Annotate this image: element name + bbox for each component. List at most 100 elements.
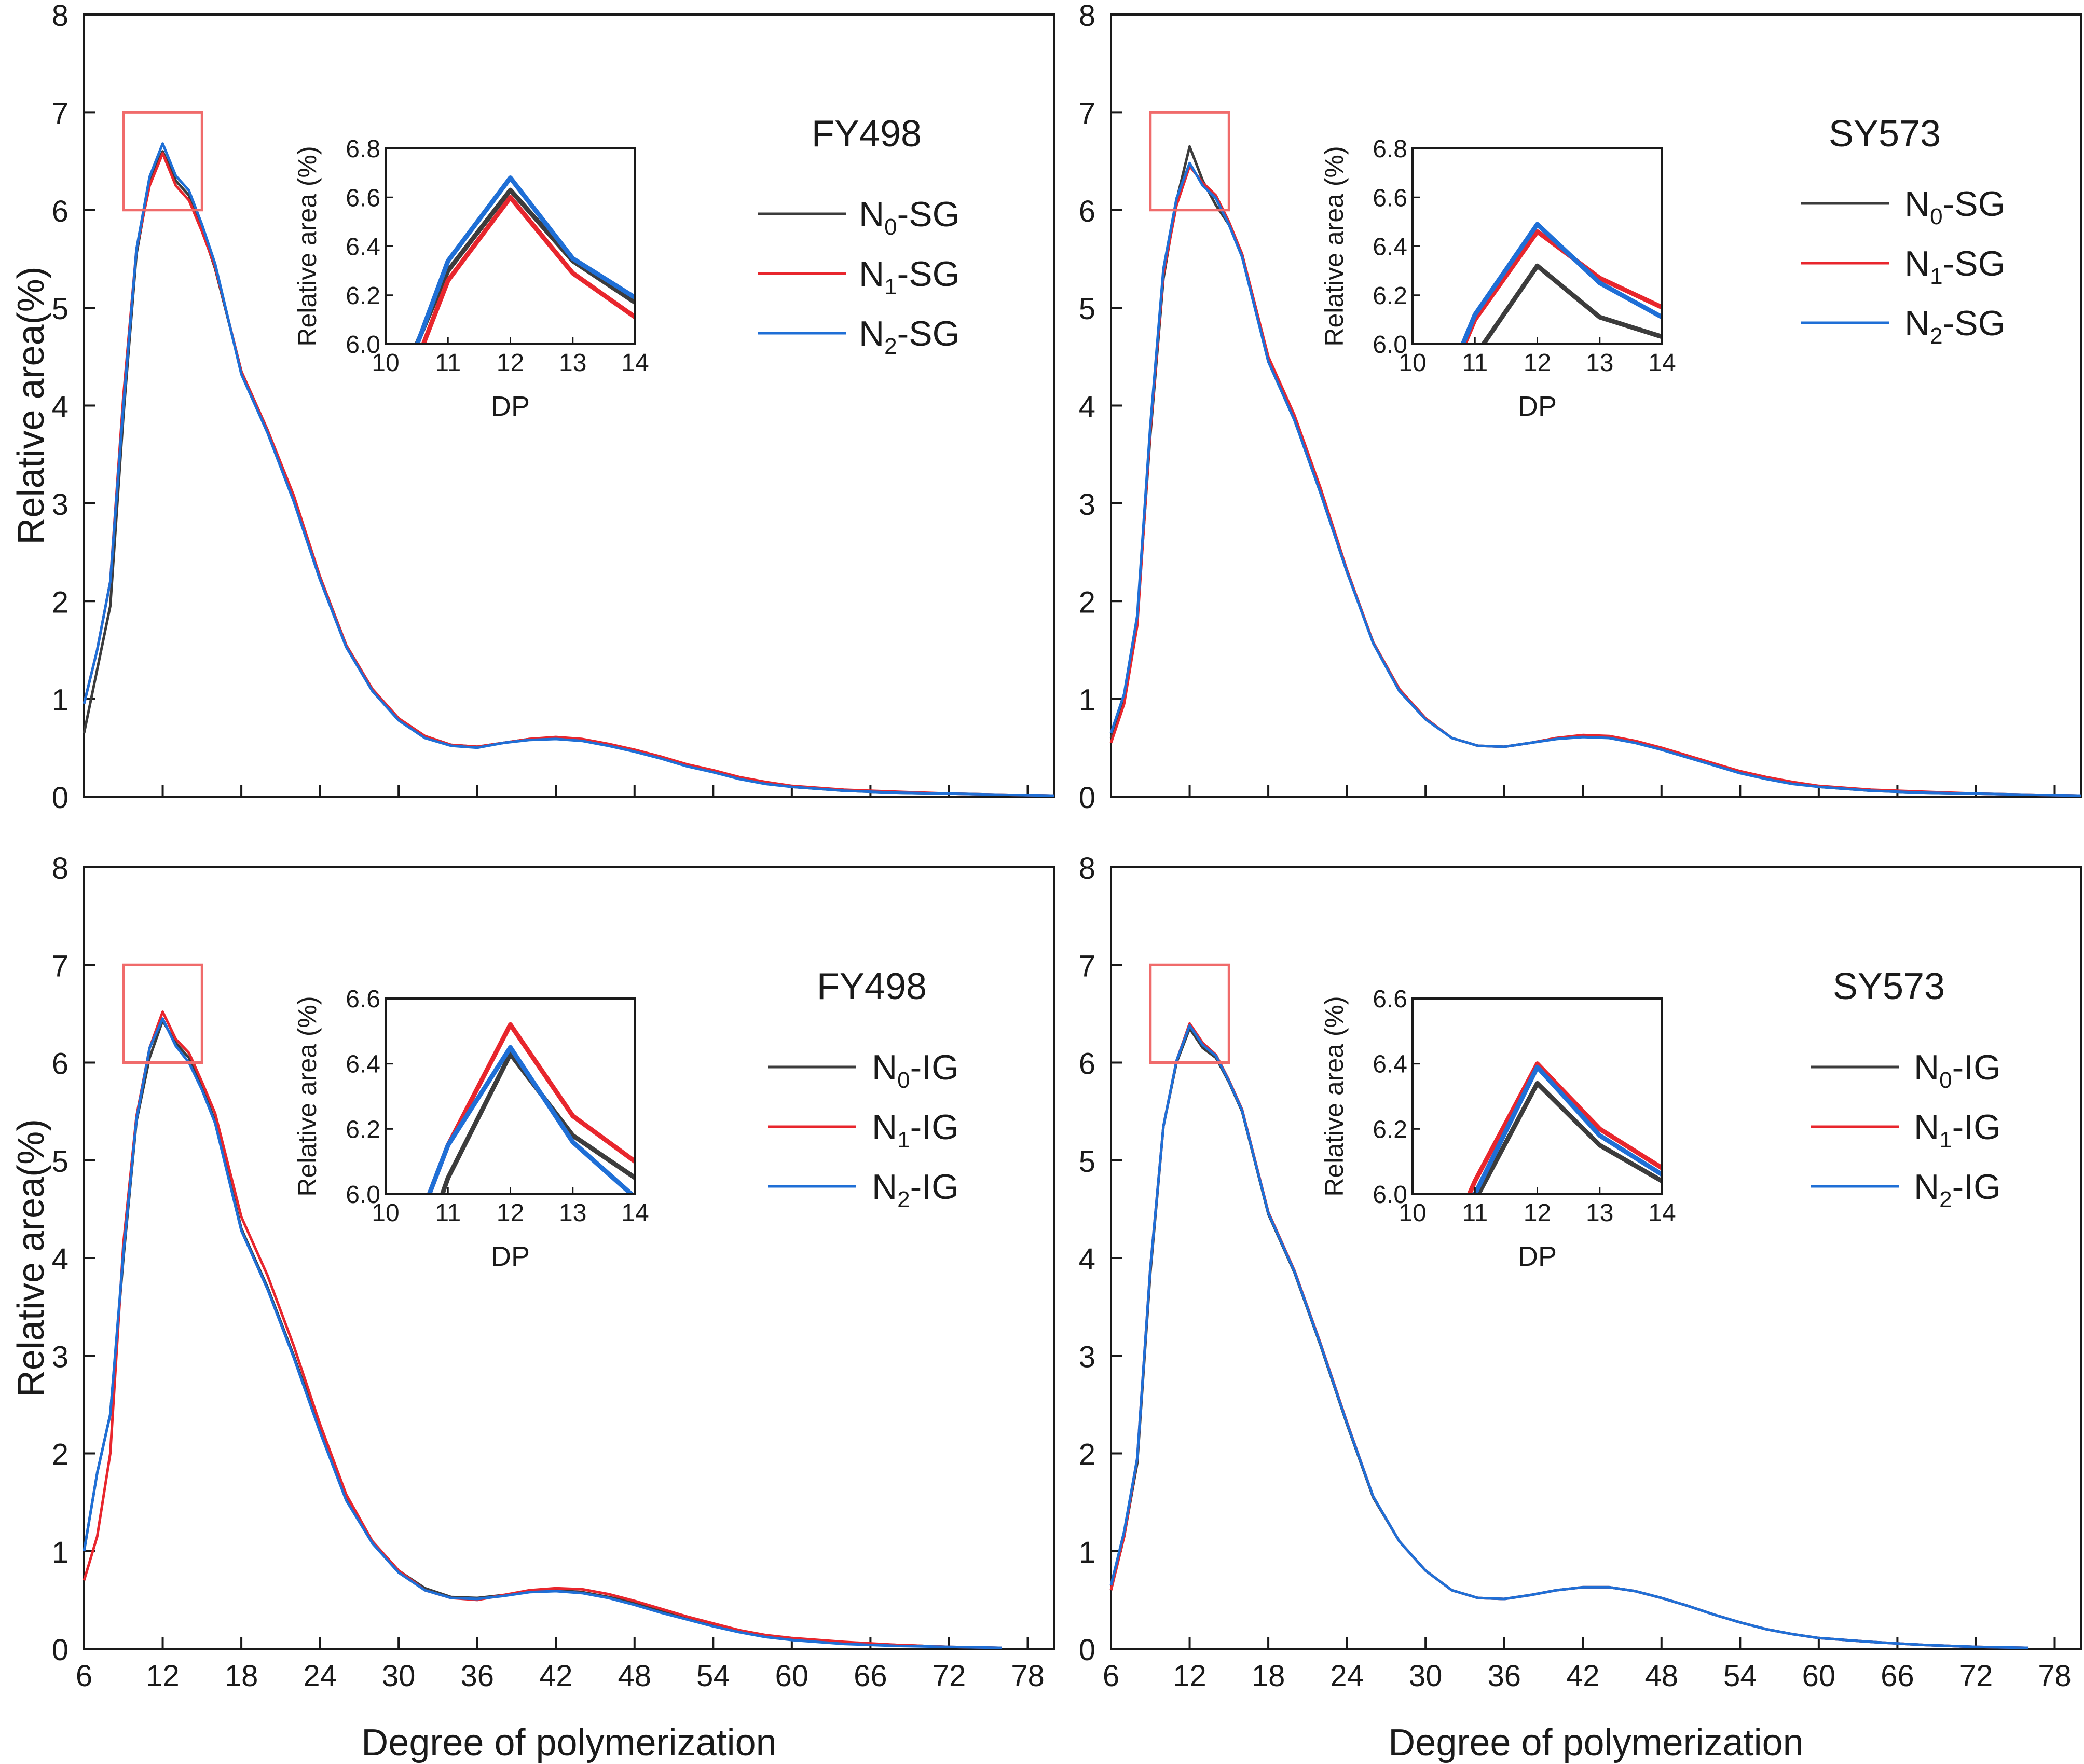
legend-label-suffix: -IG (1952, 1048, 2001, 1087)
legend-label: N1-SG (859, 254, 960, 299)
legend-label-subscript: 0 (884, 214, 897, 240)
legend-item: N0-SG (1801, 184, 2006, 229)
legend-label-suffix: -SG (1943, 304, 2006, 343)
inset-lines (1460, 222, 1662, 344)
cultivar-label: FY498 (817, 966, 927, 1007)
legend-item: N2-IG (768, 1167, 959, 1212)
inset-series-line-N2 (1472, 1064, 1662, 1194)
x-tick-label: 42 (1566, 1659, 1600, 1693)
inset-series-line-N0 (414, 187, 635, 344)
inset-frame (1411, 997, 1663, 1195)
inset-y-tick-label: 6.6 (346, 986, 380, 1013)
series-line-N1 (83, 152, 1054, 797)
zoom-box (1149, 963, 1230, 1064)
zoom-box (122, 963, 203, 1064)
inset-lines (414, 175, 635, 344)
series-line-N0 (1109, 1027, 2029, 1649)
y-tick-label: 6 (52, 195, 68, 228)
y-tick-label: 0 (1079, 781, 1095, 815)
legend-label-prefix: N (859, 254, 884, 294)
legend-label-prefix: N (1914, 1048, 1939, 1087)
y-tick-label: 6 (1079, 195, 1095, 228)
inset-x-tick-label: 10 (1399, 349, 1426, 377)
y-tick-label: 7 (52, 949, 68, 983)
inset-y-tick-label: 6.6 (1373, 184, 1407, 212)
inset-y-tick-label: 6.2 (346, 282, 380, 310)
legend-label-subscript: 2 (884, 334, 897, 359)
x-tick-label: 18 (1252, 1659, 1285, 1693)
inset-series-line-N0 (1475, 1081, 1662, 1194)
legend-label-prefix: N (859, 195, 884, 234)
y-tick-label: 4 (1079, 1242, 1095, 1276)
inset-x-tick-label: 13 (559, 1199, 586, 1227)
inset-x-tick-label: 14 (1648, 349, 1676, 377)
y-tick-label: 2 (52, 1438, 68, 1472)
inset-series-line-N0 (440, 1051, 635, 1194)
y-tick-label: 0 (52, 1633, 68, 1667)
x-tick-label: 36 (1487, 1659, 1521, 1693)
legend-label: N2-SG (1904, 304, 2006, 349)
legend-label-prefix: N (1914, 1107, 1939, 1147)
inset-series-line-N2 (415, 175, 635, 344)
legend-label-suffix: -IG (1952, 1107, 2001, 1147)
inset-series-line-N2 (427, 1045, 635, 1194)
series-line-N2 (1109, 1024, 2029, 1649)
y-tick-label: 3 (52, 488, 68, 522)
inset-y-tick-label: 6.4 (1373, 1051, 1407, 1078)
legend-label-suffix: -SG (897, 254, 960, 294)
inset-series-line-N1 (1466, 1061, 1662, 1194)
legend-label-prefix: N (872, 1048, 897, 1087)
inset-series-line-N0 (1480, 263, 1662, 344)
legend-item: N1-IG (1811, 1107, 2001, 1153)
legend-label-prefix: N (1914, 1167, 1939, 1207)
x-tick-label: 18 (225, 1659, 258, 1693)
y-tick-label: 0 (52, 781, 68, 815)
inset-x-tick-label: 12 (497, 349, 524, 377)
inset-x-tick-label: 11 (1462, 1199, 1488, 1227)
y-tick-label: 4 (1079, 390, 1095, 424)
inset-x-tick-label: 12 (1524, 1199, 1551, 1227)
inset-x-tick-label: 10 (372, 1199, 399, 1227)
x-tick-label: 54 (696, 1659, 730, 1693)
x-tick-label: 6 (76, 1659, 92, 1693)
zoom-box (1149, 111, 1230, 212)
y-tick-label: 8 (52, 852, 68, 885)
inset-x-axis-title: DP (491, 391, 530, 422)
y-tick-label: 1 (1079, 683, 1095, 717)
legend-label-subscript: 0 (897, 1068, 910, 1093)
x-tick-label: 72 (933, 1659, 966, 1693)
inset-y-tick-label: 6.8 (346, 135, 380, 163)
legend-label-subscript: 0 (1939, 1068, 1952, 1093)
series-line-N1 (1109, 165, 2081, 797)
series-line-N2 (83, 1017, 1002, 1649)
inset-x-tick-label: 12 (497, 1199, 524, 1227)
y-tick-label: 7 (1079, 97, 1095, 130)
y-tick-label: 5 (52, 292, 68, 326)
cultivar-label: SY573 (1833, 966, 1945, 1007)
inset-y-tick-label: 6.0 (346, 1181, 380, 1209)
inset-y-tick-label: 6.6 (346, 184, 380, 212)
legend-label-subscript: 2 (897, 1187, 910, 1212)
inset-y-tick-label: 6.6 (1373, 986, 1407, 1013)
y-tick-label: 6 (1079, 1047, 1095, 1081)
y-tick-label: 5 (1079, 292, 1095, 326)
y-tick-label: 2 (1079, 585, 1095, 619)
legend-label-suffix: -SG (897, 314, 960, 353)
y-tick-label: 7 (1079, 949, 1095, 983)
inset: 10 11 12 13 14 6.0 6.2 6.4 6.6 DP Relative area (%… (293, 986, 649, 1272)
legend-label-prefix: N (872, 1107, 897, 1147)
legend-label-subscript: 1 (1930, 264, 1942, 289)
inset-x-tick-label: 10 (372, 349, 399, 377)
inset-x-tick-label: 14 (621, 1199, 649, 1227)
legend-label: N0-SG (1904, 184, 2006, 229)
x-tick-label: 78 (1011, 1659, 1045, 1693)
inset-series-line-N1 (1462, 229, 1662, 344)
y-tick-label: 2 (52, 585, 68, 619)
x-tick-label: 66 (854, 1659, 887, 1693)
legend-item: N0-IG (768, 1048, 959, 1093)
x-tick-label: 60 (1802, 1659, 1836, 1693)
